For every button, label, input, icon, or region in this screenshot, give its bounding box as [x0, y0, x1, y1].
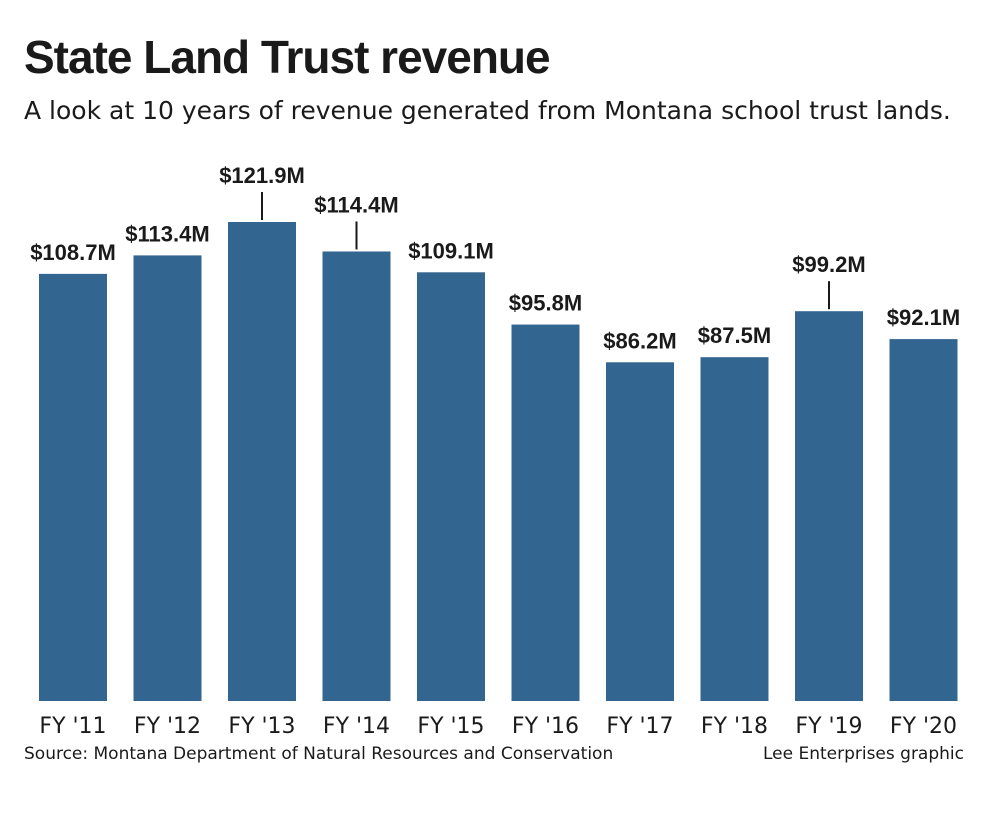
bar	[133, 255, 202, 701]
x-tick-label: FY '20	[890, 714, 957, 739]
x-tick-label: FY '18	[701, 714, 768, 739]
bar	[889, 339, 958, 701]
x-tick-label: FY '16	[512, 714, 579, 739]
bar	[417, 272, 485, 701]
source-note: Source: Montana Department of Natural Re…	[24, 744, 614, 764]
x-tick-label: FY '14	[323, 714, 390, 739]
bar	[511, 324, 580, 701]
data-label: $121.9M	[219, 163, 305, 188]
x-tick-label: FY '11	[39, 714, 106, 739]
data-label: $95.8M	[509, 291, 582, 316]
bar	[228, 222, 296, 701]
bar	[795, 311, 863, 701]
chart-title: State Land Trust revenue	[24, 31, 551, 83]
chart-subtitle: A look at 10 years of revenue generated …	[24, 96, 951, 125]
bar	[39, 273, 107, 701]
data-label: $108.7M	[30, 240, 116, 265]
x-tick-label: FY '13	[228, 714, 295, 739]
bar	[606, 362, 674, 701]
bar	[322, 251, 391, 701]
data-label: $99.2M	[792, 252, 865, 277]
data-label: $92.1M	[887, 305, 960, 330]
bar-chart: $108.7M FY '11 $113.4M FY '12 $121.9M FY '13 $…	[30, 163, 960, 739]
x-tick-label: FY '15	[417, 714, 484, 739]
x-tick-label: FY '17	[606, 714, 673, 739]
bar	[700, 357, 769, 701]
graphic-credit: Lee Enterprises graphic	[762, 744, 964, 764]
x-tick-label: FY '12	[134, 714, 201, 739]
data-label: $87.5M	[698, 323, 771, 348]
data-label: $114.4M	[314, 192, 398, 217]
x-tick-label: FY '19	[795, 714, 862, 739]
data-label: $109.1M	[408, 238, 494, 263]
data-label: $86.2M	[603, 328, 676, 353]
data-label: $113.4M	[125, 221, 209, 246]
